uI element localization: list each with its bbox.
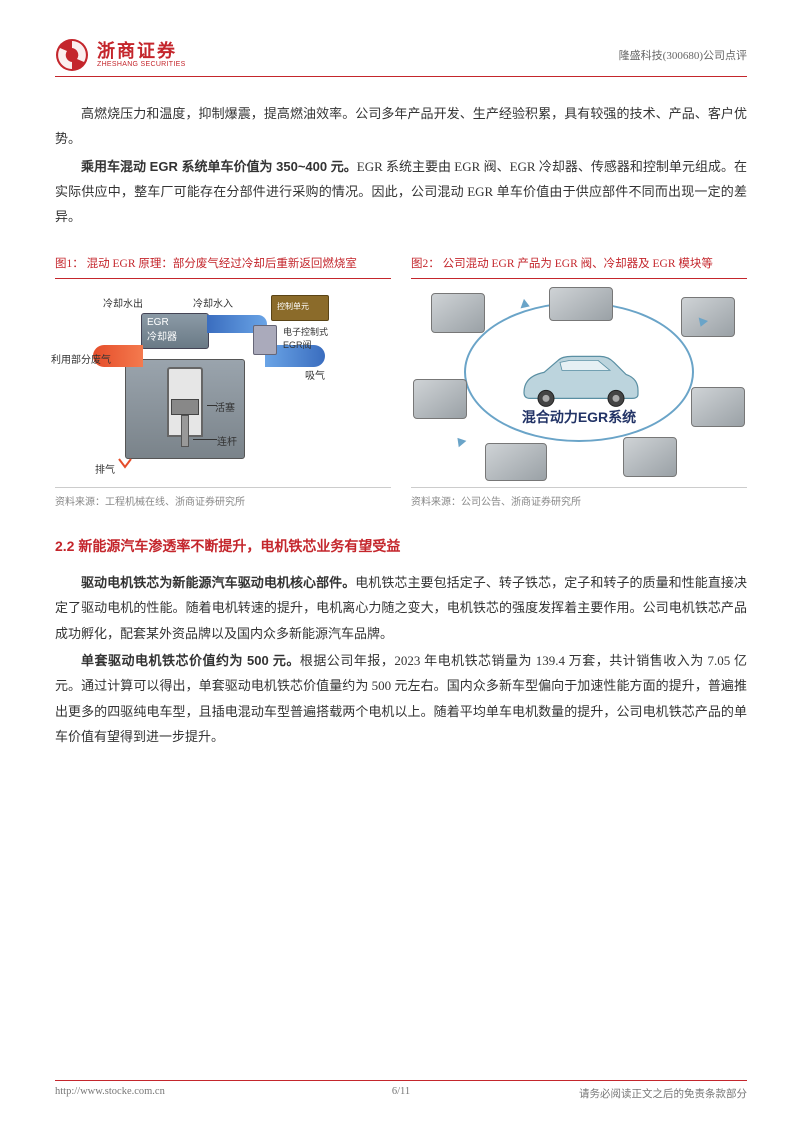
- label-egr-cooler: EGR 冷却器: [147, 317, 177, 343]
- label-cold-in: 冷却水入: [193, 295, 233, 310]
- footer-disclaimer: 请务必阅读正文之后的免责条款部分: [579, 1086, 747, 1101]
- page-footer: http://www.stocke.com.cn 6/11 请务必阅读正文之后的…: [55, 1080, 747, 1101]
- paragraph-4: 单套驱动电机铁芯价值约为 500 元。根据公司年报，2023 年电机铁芯销量为 …: [55, 648, 747, 749]
- egr-part-shape: [413, 379, 467, 419]
- paragraph-3-bold: 驱动电机铁芯为新能源汽车驱动电机核心部件。: [81, 575, 355, 590]
- exhaust-arrow-icon: [117, 457, 133, 469]
- logo-icon: [55, 38, 89, 72]
- label-exhaust: 排气: [95, 461, 115, 476]
- page: 浙商证券 ZHESHANG SECURITIES 隆盛科技(300680)公司点…: [0, 0, 802, 1133]
- paragraph-4-bold: 单套驱动电机铁芯价值约为 500 元。: [81, 653, 300, 668]
- label-egr-valve: 电子控制式 EGR阀: [283, 325, 328, 351]
- egr-part-shape: [549, 287, 613, 321]
- doc-title: 隆盛科技(300680)公司点评: [619, 47, 747, 63]
- figure-2: 图2： 公司混动 EGR 产品为 EGR 阀、冷却器及 EGR 模块等: [411, 256, 747, 508]
- paragraph-3: 驱动电机铁芯为新能源汽车驱动电机核心部件。电机铁芯主要包括定子、转子铁芯，定子和…: [55, 570, 747, 646]
- figure-1-caption: 图1： 混动 EGR 原理：部分废气经过冷却后重新返回燃烧室: [55, 256, 391, 279]
- label-rod: 连杆: [217, 433, 237, 448]
- footer-url: http://www.stocke.com.cn: [55, 1086, 165, 1101]
- leader-line: [207, 405, 217, 406]
- page-header: 浙商证券 ZHESHANG SECURITIES 隆盛科技(300680)公司点…: [55, 38, 747, 77]
- paragraph-2: 乘用车混动 EGR 系统单车价值为 350~400 元。EGR 系统主要由 EG…: [55, 154, 747, 230]
- figure-row: 图1： 混动 EGR 原理：部分废气经过冷却后重新返回燃烧室 冷却水出 冷却水入…: [55, 256, 747, 508]
- ring-arrow-icon: [454, 435, 467, 448]
- leader-line: [193, 439, 217, 440]
- egr-part-shape: [691, 387, 745, 427]
- section-heading: 2.2 新能源汽车渗透率不断提升，电机铁芯业务有望受益: [55, 536, 747, 556]
- car-icon: [514, 350, 644, 410]
- logo-en: ZHESHANG SECURITIES: [97, 61, 186, 68]
- figure-2-source: 资料来源：公司公告、浙商证券研究所: [411, 487, 747, 508]
- figure-1: 图1： 混动 EGR 原理：部分废气经过冷却后重新返回燃烧室 冷却水出 冷却水入…: [55, 256, 391, 508]
- label-intake: 吸气: [305, 367, 325, 382]
- label-ctrl-unit: 控制单元: [277, 301, 309, 312]
- footer-page-number: 6/11: [392, 1086, 410, 1097]
- figure-1-source: 资料来源：工程机械在线、浙商证券研究所: [55, 487, 391, 508]
- logo-cn: 浙商证券: [97, 42, 186, 61]
- figure-2-caption: 图2： 公司混动 EGR 产品为 EGR 阀、冷却器及 EGR 模块等: [411, 256, 747, 279]
- figure-2-diagram: 混合动力EGR系统: [411, 289, 747, 479]
- label-cold-out: 冷却水出: [103, 295, 143, 310]
- egr-part-shape: [623, 437, 677, 477]
- piston-shape: [171, 399, 199, 415]
- egr-valve-shape: [253, 325, 277, 355]
- paragraph-2-bold: 乘用车混动 EGR 系统单车价值为 350~400 元。: [81, 159, 357, 174]
- logo: 浙商证券 ZHESHANG SECURITIES: [55, 38, 186, 72]
- figure-1-diagram: 冷却水出 冷却水入 EGR 冷却器 控制单元 电子控制式 EGR阀 利用部分废气…: [55, 289, 391, 479]
- figure-2-center-label: 混合动力EGR系统: [522, 407, 636, 427]
- egr-part-shape: [681, 297, 735, 337]
- logo-text: 浙商证券 ZHESHANG SECURITIES: [97, 42, 186, 68]
- egr-part-shape: [485, 443, 547, 481]
- label-piston: 活塞: [215, 399, 235, 414]
- egr-part-shape: [431, 293, 485, 333]
- paragraph-1: 高燃烧压力和温度，抑制爆震，提高燃油效率。公司多年产品开发、生产经验积累，具有较…: [55, 101, 747, 152]
- label-use-exhaust: 利用部分废气: [51, 351, 111, 366]
- rod-shape: [181, 415, 189, 447]
